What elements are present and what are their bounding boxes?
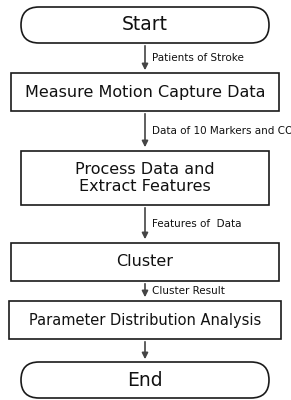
Text: Parameter Distribution Analysis: Parameter Distribution Analysis — [29, 312, 261, 328]
Text: Cluster: Cluster — [116, 254, 173, 270]
FancyBboxPatch shape — [21, 7, 269, 43]
Text: Features of  Data: Features of Data — [152, 219, 242, 229]
Bar — [21, 151, 269, 205]
Text: Process Data and
Extract Features: Process Data and Extract Features — [75, 162, 215, 194]
Text: Measure Motion Capture Data: Measure Motion Capture Data — [25, 84, 265, 100]
Text: Start: Start — [122, 16, 168, 34]
Text: Data of 10 Markers and COM: Data of 10 Markers and COM — [152, 126, 291, 136]
Bar — [11, 73, 279, 111]
Text: Patients of Stroke: Patients of Stroke — [152, 53, 244, 63]
Bar — [11, 243, 279, 281]
Bar — [9, 301, 281, 339]
Text: Cluster Result: Cluster Result — [152, 286, 225, 296]
FancyBboxPatch shape — [21, 362, 269, 398]
Text: End: End — [127, 370, 163, 390]
